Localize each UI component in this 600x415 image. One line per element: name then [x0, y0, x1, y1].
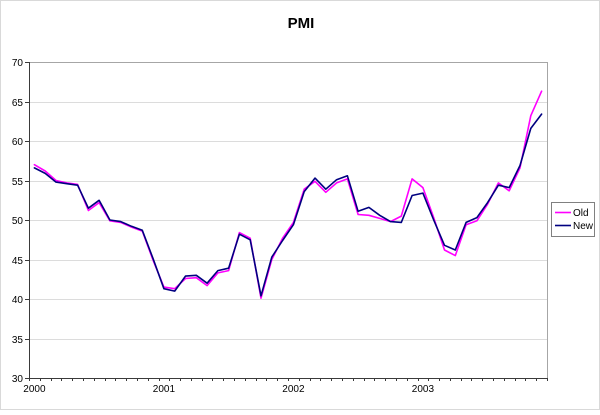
y-axis-label-50: 50 [12, 216, 24, 227]
y-axis-label-60: 60 [12, 137, 24, 148]
x-axis-label-2002: 2002 [282, 384, 305, 395]
y-axis-label-65: 65 [12, 98, 24, 109]
series-line-new [33, 113, 543, 297]
x-axis-label-2003: 2003 [412, 384, 435, 395]
y-axis-label-70: 70 [12, 58, 24, 69]
y-axis-label-30: 30 [12, 374, 24, 385]
legend-item-new: New [573, 221, 594, 232]
x-axis-label-2000: 2000 [23, 384, 46, 395]
legend-box [551, 202, 595, 237]
y-axis-label-55: 55 [12, 177, 24, 188]
y-axis-label-45: 45 [12, 256, 24, 267]
y-axis-label-40: 40 [12, 295, 24, 306]
chart-title: PMI [288, 15, 315, 32]
y-axis-label-35: 35 [12, 335, 24, 346]
legend-item-old: Old [573, 208, 589, 219]
x-axis-label-2001: 2001 [153, 384, 176, 395]
